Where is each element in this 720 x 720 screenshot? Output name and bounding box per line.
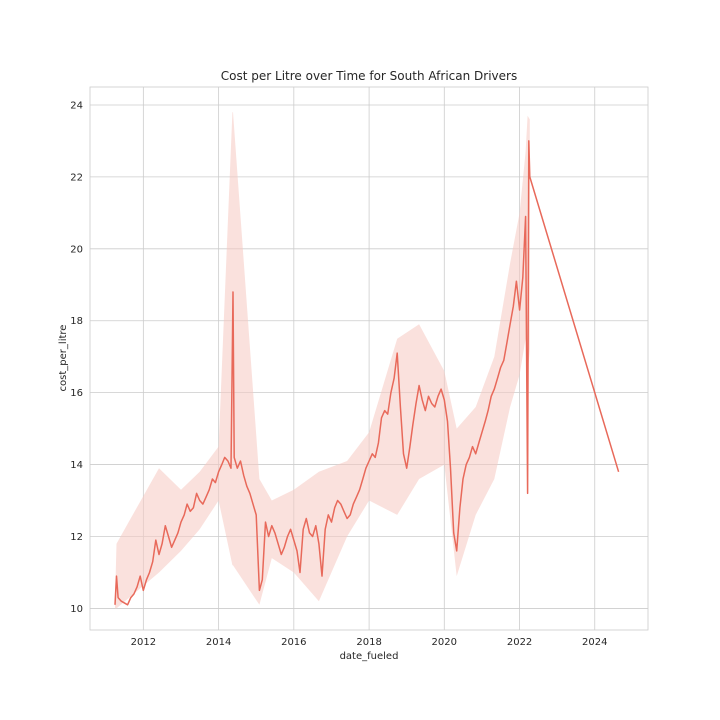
x-axis-label: date_fueled xyxy=(340,651,399,662)
confidence-band xyxy=(115,112,530,609)
chart-title: Cost per Litre over Time for South Afric… xyxy=(221,69,517,83)
y-tick-label: 10 xyxy=(70,604,83,615)
x-tick-label: 2022 xyxy=(507,637,532,648)
y-tick-label: 16 xyxy=(70,388,83,399)
y-tick-label: 18 xyxy=(70,316,83,327)
x-tick-labels: 2012 2014 2016 2018 2020 2022 2024 xyxy=(131,637,608,648)
y-tick-label: 24 xyxy=(70,100,83,111)
y-tick-label: 20 xyxy=(70,244,83,255)
x-tick-label: 2020 xyxy=(432,637,457,648)
x-tick-label: 2016 xyxy=(281,637,306,648)
x-tick-label: 2018 xyxy=(356,637,381,648)
y-gridlines xyxy=(90,104,648,609)
y-tick-label: 12 xyxy=(70,532,83,543)
y-tick-label: 22 xyxy=(70,172,83,183)
y-axis-label: cost_per_litre xyxy=(58,325,69,392)
y-tick-label: 14 xyxy=(70,460,83,471)
series-line xyxy=(114,140,620,606)
x-tick-label: 2014 xyxy=(206,637,231,648)
x-tick-label: 2012 xyxy=(131,637,156,648)
x-tick-label: 2024 xyxy=(582,637,607,648)
y-tick-labels: 10 12 14 16 18 20 22 24 xyxy=(70,100,83,614)
plot-frame xyxy=(89,86,649,631)
